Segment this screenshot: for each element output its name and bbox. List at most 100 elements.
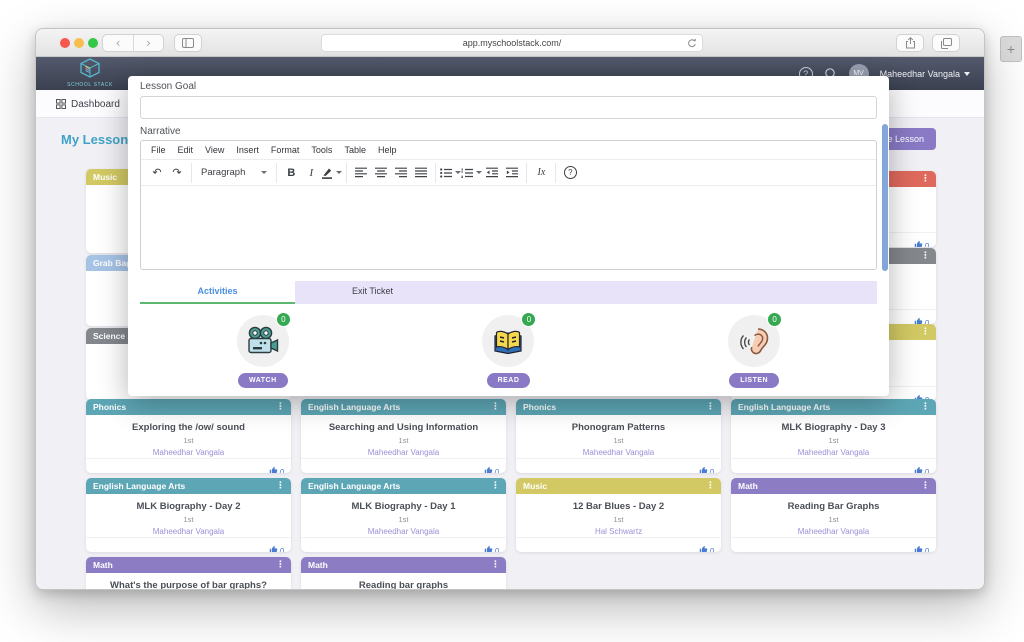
card-title[interactable]: Phonogram Patterns	[571, 422, 666, 433]
minimize-window-button[interactable]	[74, 38, 84, 48]
card-header[interactable]: Phonics ⋮	[516, 399, 721, 415]
numbered-list-button[interactable]	[461, 163, 483, 183]
menu-file[interactable]: File	[151, 145, 166, 155]
card-author-link[interactable]: Maheedhar Vangala	[797, 527, 870, 536]
watch-count-badge: 0	[275, 312, 291, 327]
card-header[interactable]: English Language Arts ⋮	[731, 399, 936, 415]
card-header[interactable]: English Language Arts ⋮	[301, 478, 506, 494]
card-title[interactable]: MLK Biography - Day 2	[136, 501, 241, 512]
tab-exit-ticket[interactable]: Exit Ticket	[351, 286, 393, 296]
text-color-button[interactable]	[321, 163, 343, 183]
card-header[interactable]: Math ⋮	[301, 557, 506, 573]
undo-icon[interactable]: ↶	[152, 166, 162, 179]
card-header[interactable]: English Language Arts ⋮	[301, 399, 506, 415]
kebab-menu-icon[interactable]: ⋮	[921, 327, 930, 337]
remove-format-icon[interactable]: Ix	[537, 167, 546, 178]
card-header[interactable]: Phonics ⋮	[86, 399, 291, 415]
menu-tools[interactable]: Tools	[311, 145, 333, 155]
card-likes[interactable]: 0	[516, 537, 721, 552]
card-author-link[interactable]: Maheedhar Vangala	[367, 527, 440, 536]
kebab-menu-icon[interactable]: ⋮	[491, 481, 500, 491]
align-left-icon[interactable]	[351, 163, 371, 183]
card-author-link[interactable]: Maheedhar Vangala	[582, 448, 655, 457]
editor-content-area[interactable]	[141, 186, 876, 269]
card-likes[interactable]: 0	[301, 458, 506, 473]
redo-icon[interactable]: ↷	[172, 166, 182, 179]
italic-button[interactable]: I	[309, 166, 314, 179]
bullet-list-button[interactable]	[440, 163, 462, 183]
refresh-icon[interactable]	[687, 38, 697, 49]
menu-table[interactable]: Table	[344, 145, 366, 155]
card-likes[interactable]: 0	[86, 458, 291, 473]
kebab-menu-icon[interactable]: ⋮	[276, 402, 285, 412]
card-header[interactable]: Math ⋮	[86, 557, 291, 573]
kebab-menu-icon[interactable]: ⋮	[491, 560, 500, 570]
kebab-menu-icon[interactable]: ⋮	[921, 481, 930, 491]
card-title[interactable]: What's the purpose of bar graphs?	[110, 580, 267, 589]
menu-format[interactable]: Format	[270, 145, 300, 155]
lesson-goal-input[interactable]	[140, 96, 877, 119]
listen-activity-button[interactable]: 0	[728, 312, 783, 367]
zoom-window-button[interactable]	[88, 38, 98, 48]
card-author-link[interactable]: Hal Schwartz	[594, 527, 643, 536]
modal-scrollbar[interactable]	[882, 124, 888, 271]
menu-view[interactable]: View	[205, 145, 225, 155]
card-title[interactable]: MLK Biography - Day 3	[781, 422, 886, 433]
forward-button[interactable]: ›	[133, 35, 163, 51]
card-likes[interactable]: 0	[731, 458, 936, 473]
card-header[interactable]: English Language Arts ⋮	[86, 478, 291, 494]
align-right-icon[interactable]	[391, 163, 411, 183]
sidebar-item-dashboard[interactable]: Dashboard	[56, 90, 120, 118]
back-button[interactable]: ‹	[115, 36, 121, 50]
card-author-link[interactable]: Maheedhar Vangala	[797, 448, 870, 457]
card-title[interactable]: MLK Biography - Day 1	[351, 501, 456, 512]
card-header[interactable]: Math ⋮	[731, 478, 936, 494]
bold-button[interactable]: B	[287, 166, 296, 179]
share-button[interactable]	[896, 34, 924, 52]
card-author-link[interactable]: Maheedhar Vangala	[152, 527, 225, 536]
card-title[interactable]: 12 Bar Blues - Day 2	[572, 501, 665, 512]
card-title[interactable]: Searching and Using Information	[328, 422, 479, 433]
schoolstack-logo[interactable]: SCHOOL STACK	[64, 58, 116, 88]
card-title[interactable]: Reading bar graphs	[358, 580, 449, 589]
new-tab-button[interactable]: +	[1000, 36, 1022, 62]
tab-activities[interactable]: Activities	[140, 281, 295, 304]
kebab-menu-icon[interactable]: ⋮	[276, 560, 285, 570]
card-author-link[interactable]: Maheedhar Vangala	[367, 448, 440, 457]
tab-overview-button[interactable]	[932, 34, 960, 52]
kebab-menu-icon[interactable]: ⋮	[921, 174, 930, 184]
sidebar-toggle-button[interactable]	[174, 34, 202, 52]
card-grade: 1st	[398, 515, 409, 524]
watch-button[interactable]: WATCH	[238, 373, 288, 388]
menu-edit[interactable]: Edit	[177, 145, 194, 155]
listen-button[interactable]: LISTEN	[729, 373, 780, 388]
card-likes[interactable]: 0	[731, 537, 936, 552]
align-center-icon[interactable]	[371, 163, 391, 183]
read-activity-button[interactable]: 0	[482, 312, 537, 367]
user-menu[interactable]: Maheedhar Vangala	[880, 69, 970, 79]
menu-insert[interactable]: Insert	[236, 145, 259, 155]
card-title[interactable]: Reading Bar Graphs	[787, 501, 880, 512]
indent-icon[interactable]	[502, 163, 522, 183]
kebab-menu-icon[interactable]: ⋮	[706, 481, 715, 491]
editor-help-button[interactable]: ?	[560, 163, 580, 183]
watch-activity-button[interactable]: 0	[236, 312, 291, 367]
close-window-button[interactable]	[60, 38, 70, 48]
card-likes[interactable]: 0	[86, 537, 291, 552]
card-likes[interactable]: 0	[301, 537, 506, 552]
justify-icon[interactable]	[411, 163, 431, 183]
kebab-menu-icon[interactable]: ⋮	[491, 402, 500, 412]
read-button[interactable]: READ	[486, 373, 531, 388]
card-likes[interactable]: 0	[516, 458, 721, 473]
kebab-menu-icon[interactable]: ⋮	[921, 402, 930, 412]
paragraph-select[interactable]: Paragraph	[196, 167, 272, 178]
menu-help[interactable]: Help	[377, 145, 397, 155]
address-bar[interactable]: app.myschoolstack.com/	[321, 34, 703, 52]
kebab-menu-icon[interactable]: ⋮	[706, 402, 715, 412]
card-header[interactable]: Music ⋮	[516, 478, 721, 494]
card-title[interactable]: Exploring the /ow/ sound	[132, 422, 245, 433]
outdent-icon[interactable]	[482, 163, 502, 183]
kebab-menu-icon[interactable]: ⋮	[276, 481, 285, 491]
card-author-link[interactable]: Maheedhar Vangala	[152, 448, 225, 457]
kebab-menu-icon[interactable]: ⋮	[921, 251, 930, 261]
